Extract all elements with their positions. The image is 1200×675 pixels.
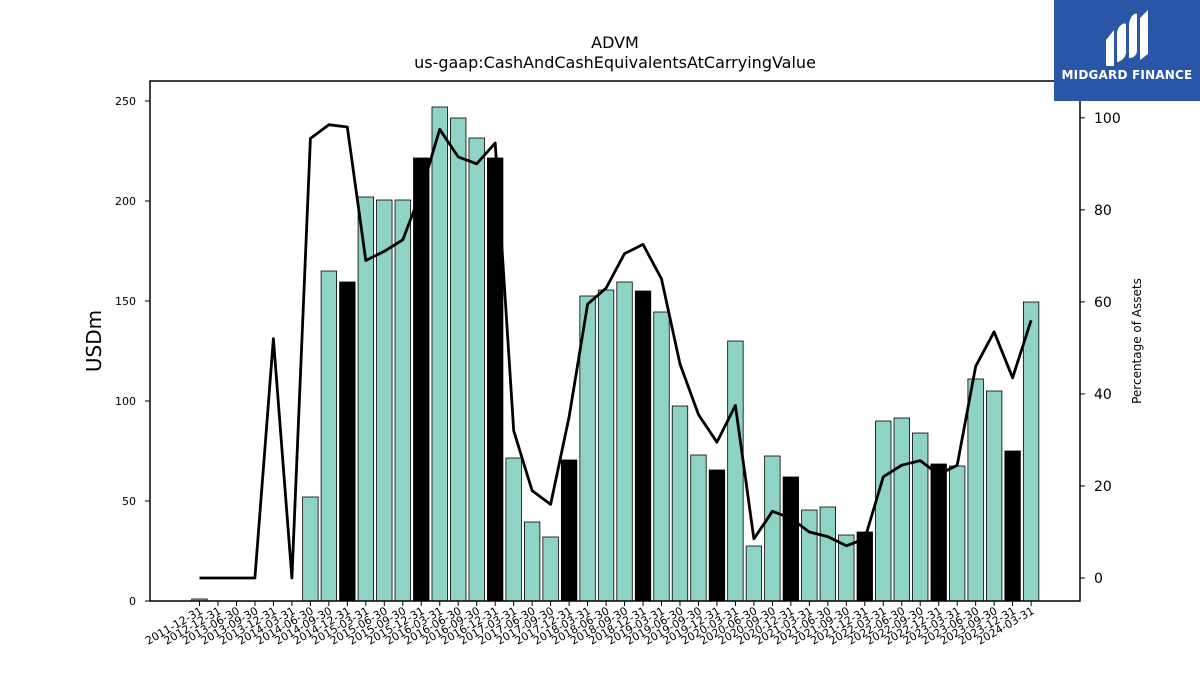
bar bbox=[376, 199, 393, 602]
y2-tick-label: 20 bbox=[1094, 479, 1112, 495]
bar bbox=[708, 469, 726, 602]
bar bbox=[985, 390, 1003, 602]
y2-tick-label: 40 bbox=[1094, 387, 1112, 403]
bar bbox=[671, 405, 689, 602]
line-series bbox=[199, 123, 1033, 580]
bar bbox=[745, 545, 763, 602]
y2-tick-label: 100 bbox=[1094, 111, 1121, 127]
bar bbox=[431, 106, 448, 602]
bar bbox=[967, 378, 984, 602]
chart-subtitle: us-gaap:CashAndCashEquivalentsAtCarrying… bbox=[414, 53, 816, 72]
bar bbox=[560, 459, 578, 602]
bar bbox=[302, 496, 319, 602]
bar bbox=[653, 311, 670, 602]
y-tick-label: 200 bbox=[115, 195, 136, 208]
axes: 0501001502002500204060801002011-12-31201… bbox=[115, 80, 1121, 648]
bar bbox=[597, 289, 615, 602]
bar bbox=[893, 417, 910, 602]
line-path bbox=[199, 123, 1033, 580]
bar bbox=[616, 281, 633, 602]
y2-axis-label: Percentage of Assets bbox=[1130, 278, 1144, 404]
y2-tick-label: 80 bbox=[1094, 203, 1112, 219]
bar bbox=[764, 455, 781, 602]
bar bbox=[394, 199, 411, 602]
bar bbox=[339, 281, 356, 602]
logo-text: MIDGARD FINANCE bbox=[1061, 68, 1193, 82]
bar bbox=[523, 521, 541, 602]
bar bbox=[727, 340, 744, 602]
bar bbox=[413, 157, 430, 602]
y-axis-label: USDm bbox=[82, 310, 106, 372]
bar-series bbox=[191, 106, 1040, 602]
plot-frame bbox=[149, 80, 1081, 602]
bar bbox=[875, 420, 892, 602]
bar bbox=[1004, 450, 1021, 602]
bar bbox=[801, 509, 818, 602]
bar bbox=[1022, 301, 1040, 602]
bar bbox=[468, 137, 485, 602]
y-tick-label: 50 bbox=[122, 495, 136, 508]
chart-title: ADVM bbox=[591, 33, 639, 52]
y2-tick-label: 60 bbox=[1094, 295, 1112, 311]
bar bbox=[542, 536, 559, 602]
bar bbox=[949, 465, 966, 602]
bar bbox=[930, 463, 947, 602]
bar bbox=[690, 454, 707, 602]
bar bbox=[320, 270, 338, 602]
y-tick-label: 150 bbox=[115, 295, 136, 308]
y-tick-label: 250 bbox=[115, 95, 136, 108]
bar bbox=[912, 432, 929, 602]
y2-tick-label: 0 bbox=[1094, 571, 1103, 587]
bar bbox=[450, 117, 467, 602]
logo: MIDGARD FINANCE bbox=[1054, 0, 1200, 101]
bar bbox=[819, 506, 836, 602]
midgard-logo-icon bbox=[1106, 10, 1148, 66]
bar bbox=[634, 290, 652, 602]
bar bbox=[505, 457, 522, 602]
bar bbox=[782, 476, 800, 602]
y-tick-label: 100 bbox=[115, 395, 136, 408]
y-tick-label: 0 bbox=[129, 595, 136, 608]
